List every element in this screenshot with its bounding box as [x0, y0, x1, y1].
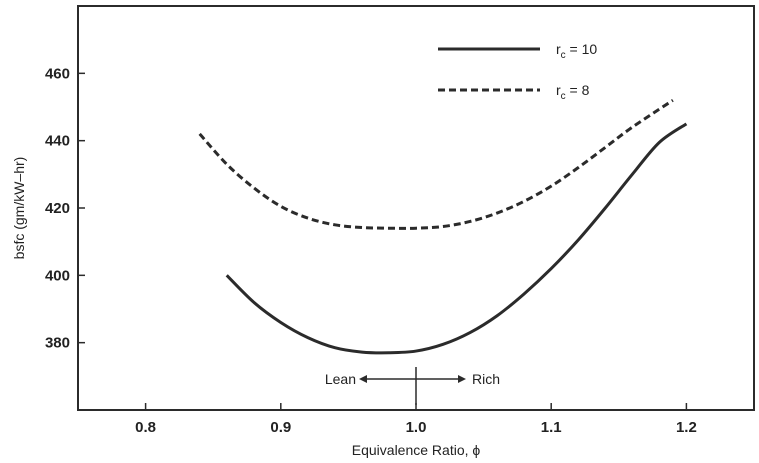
- x-axis-title: Equivalence Ratio, ϕ: [352, 442, 481, 458]
- rich-arrowhead: [458, 375, 466, 383]
- plot-frame: [77, 5, 755, 411]
- x-axis: 0.8 0.9 1.0 1.1 1.2: [135, 403, 697, 436]
- y-axis-title: bsfc (gm/kW–hr): [11, 157, 27, 260]
- legend-label-rc10: rc = 10: [556, 41, 597, 61]
- x-tick-label: 1.0: [406, 419, 427, 436]
- y-tick-label: 400: [45, 267, 70, 284]
- x-tick-label: 0.8: [135, 419, 156, 436]
- legend: rc = 10 rc = 8: [438, 41, 597, 102]
- lean-arrowhead: [359, 375, 367, 383]
- y-tick-label: 380: [45, 335, 70, 352]
- series-line-rc10: [225, 122, 688, 355]
- y-axis: 380 400 420 440 460: [45, 65, 85, 352]
- series-layer: [198, 99, 688, 355]
- x-tick-label: 1.1: [541, 419, 562, 436]
- y-tick-label: 440: [45, 133, 70, 150]
- x-tick-label: 1.2: [676, 419, 697, 436]
- legend-label-rc8: rc = 8: [556, 82, 590, 102]
- lean-rich-annotation: Lean Rich: [325, 367, 500, 405]
- x-tick-label: 0.9: [270, 419, 291, 436]
- lean-label: Lean: [325, 371, 356, 387]
- rich-label: Rich: [472, 371, 500, 387]
- y-tick-label: 420: [45, 200, 70, 217]
- y-tick-label: 460: [45, 65, 70, 82]
- series-line-rc8: [198, 99, 674, 230]
